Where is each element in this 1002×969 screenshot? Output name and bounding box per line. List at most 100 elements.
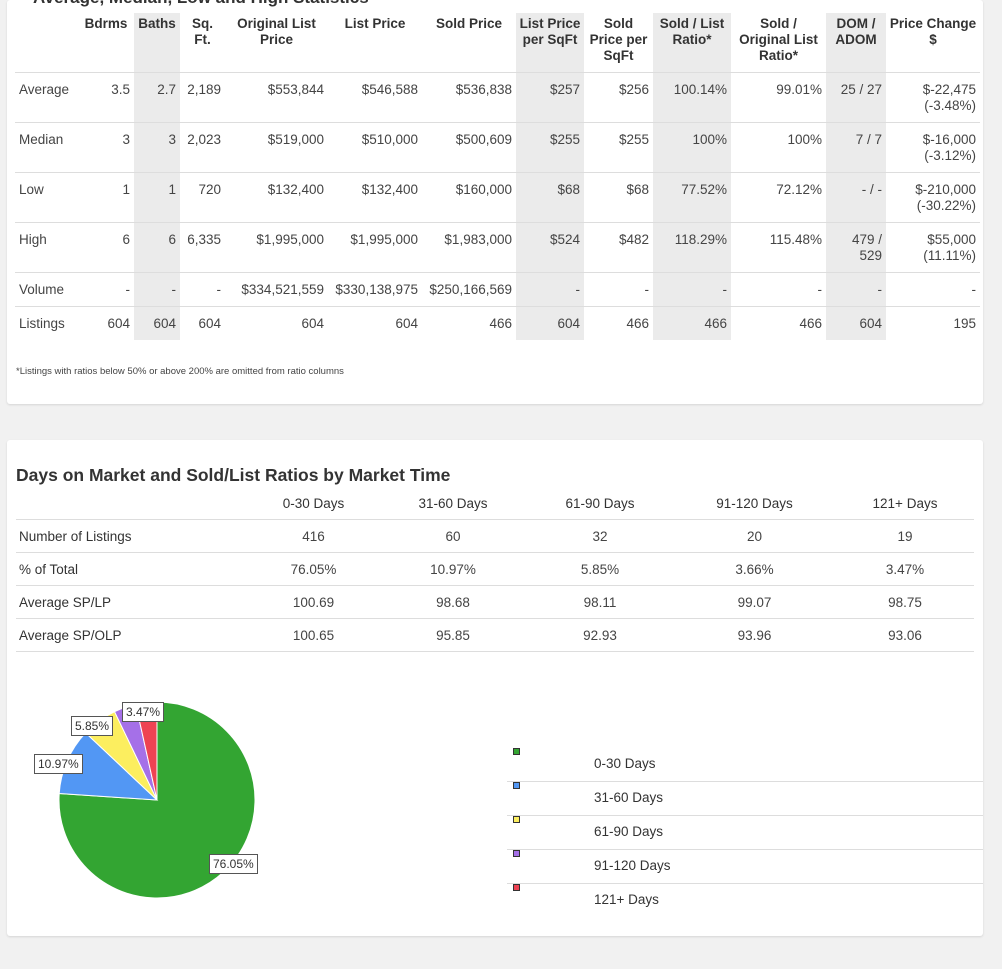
- dom-cell: 19: [836, 519, 974, 553]
- header-list-price-per-sqft: List Price per SqFt: [516, 13, 584, 73]
- statistics-cell: $500,609: [455, 132, 512, 147]
- statistics-cell: $255: [516, 122, 584, 173]
- dom-cell: 3.66%: [673, 552, 836, 586]
- statistics-cell: $55,000 (11.11%): [923, 232, 976, 263]
- dom-cell: 416: [248, 519, 379, 553]
- dom-row: % of Total 76.05% 10.97% 5.85% 3.66% 3.47%: [16, 552, 974, 586]
- statistics-row-label: Listings: [19, 316, 65, 331]
- statistics-cell: 466: [799, 316, 822, 331]
- statistics-cell: 479 / 529: [826, 222, 886, 273]
- statistics-cell: 604: [198, 316, 221, 331]
- legend-item: 61-90 Days: [507, 816, 983, 850]
- dom-cell: 10.97%: [379, 552, 527, 586]
- statistics-row: Median 3 3 2,023 $519,000 $510,000 $500,609 $25…: [15, 122, 980, 173]
- dom-row: Number of Listings 416 60 32 20 19: [16, 519, 974, 553]
- dom-cell: 20: [673, 519, 836, 553]
- legend-label: 0-30 Days: [594, 756, 656, 771]
- header-blank: [15, 13, 78, 73]
- dom-cell: 98.75: [836, 585, 974, 619]
- statistics-row-label: Low: [19, 182, 44, 197]
- dom-row-label: Average SP/LP: [16, 585, 248, 619]
- legend-swatch: [513, 884, 520, 891]
- pie-slice-label: 3.47%: [122, 702, 165, 722]
- statistics-row: Volume - - - $334,521,559 $330,138,975 $250,16…: [15, 272, 980, 307]
- statistics-cell: $-210,000 (-30.22%): [915, 182, 976, 213]
- header-sold-original-list-ratio: Sold / Original List Ratio*: [739, 16, 818, 63]
- dom-header-121-plus: 121+ Days: [872, 495, 938, 511]
- header-sold-price: Sold Price: [435, 16, 503, 31]
- dom-cell: 76.05%: [248, 552, 379, 586]
- statistics-cell: 25 / 27: [826, 72, 886, 123]
- dom-cell: 100.69: [248, 585, 379, 619]
- statistics-row: High 6 6 6,335 $1,995,000 $1,995,000 $1,983,00…: [15, 222, 980, 273]
- statistics-cell: - / -: [826, 172, 886, 223]
- dom-row-label: Average SP/OLP: [16, 618, 248, 652]
- dom-header-61-90: 61-90 Days: [565, 495, 635, 511]
- statistics-row-label: High: [19, 232, 47, 247]
- dom-header-0-30: 0-30 Days: [282, 495, 345, 511]
- legend-label: 31-60 Days: [594, 790, 664, 805]
- header-sold-price-per-sqft: Sold Price per SqFt: [589, 16, 648, 63]
- statistics-cell: 604: [107, 316, 130, 331]
- statistics-cell: $1,995,000: [350, 232, 418, 247]
- statistics-cell: 99.01%: [776, 82, 822, 97]
- pie-slice-label: 10.97%: [34, 754, 83, 774]
- statistics-cell: 6: [122, 232, 130, 247]
- statistics-cell: $1,983,000: [444, 232, 512, 247]
- statistics-cell: $482: [618, 232, 649, 247]
- statistics-cell: 72.12%: [776, 182, 822, 197]
- statistics-cell: $334,521,559: [241, 282, 324, 297]
- statistics-cell: 466: [489, 316, 512, 331]
- statistics-row: Low 1 1 720 $132,400 $132,400 $160,000 $68 $68 77…: [15, 172, 980, 223]
- dom-header-91-120: 91-120 Days: [716, 495, 793, 511]
- legend-label: 61-90 Days: [594, 824, 664, 839]
- statistics-cell: 604: [516, 306, 584, 340]
- statistics-cell: $250,166,569: [429, 282, 512, 297]
- statistics-cell: -: [216, 282, 222, 297]
- statistics-cell: 77.52%: [653, 172, 731, 223]
- legend-label: 121+ Days: [594, 892, 659, 907]
- statistics-cell: $160,000: [455, 182, 512, 197]
- statistics-cell: $553,844: [267, 82, 324, 97]
- legend-swatch: [513, 748, 520, 755]
- legend-item: 31-60 Days: [507, 782, 983, 816]
- legend-item: 0-30 Days: [507, 748, 983, 782]
- statistics-cell: 604: [826, 306, 886, 340]
- statistics-cell: 2,189: [187, 82, 221, 97]
- statistics-cell: -: [653, 272, 731, 307]
- statistics-cell: 1: [122, 182, 130, 197]
- header-dom-adom: DOM / ADOM: [826, 13, 886, 73]
- statistics-cell: 2,023: [187, 132, 221, 147]
- statistics-cell: 100%: [787, 132, 822, 147]
- statistics-card: Average, Median, Low and High Statistics…: [7, 0, 983, 404]
- dom-row: Average SP/LP 100.69 98.68 98.11 99.07 98.75: [16, 585, 974, 619]
- dom-cell: 3.47%: [836, 552, 974, 586]
- statistics-cell: 466: [626, 316, 649, 331]
- dom-header-31-60: 31-60 Days: [418, 495, 488, 511]
- header-sold-list-ratio: Sold / List Ratio*: [653, 13, 731, 73]
- dom-header-blank: [16, 495, 248, 520]
- statistics-section-title: Average, Median, Low and High Statistics: [33, 0, 369, 8]
- statistics-table: Bdrms Baths Sq. Ft. Original List Price …: [15, 13, 980, 340]
- header-sqft: Sq. Ft.: [191, 16, 213, 47]
- statistics-cell: 466: [653, 306, 731, 340]
- statistics-cell: 3: [122, 132, 130, 147]
- statistics-row-label: Median: [19, 132, 64, 147]
- header-list-price: List Price: [344, 16, 406, 31]
- legend-item: 91-120 Days: [507, 850, 983, 884]
- header-baths: Baths: [134, 13, 180, 73]
- dom-cell: 60: [379, 519, 527, 553]
- statistics-cell: $257: [516, 72, 584, 123]
- statistics-cell: 7 / 7: [826, 122, 886, 173]
- statistics-cell: -: [826, 272, 886, 307]
- statistics-cell: 604: [301, 316, 324, 331]
- statistics-cell: 720: [198, 182, 221, 197]
- statistics-cell: $68: [516, 172, 584, 223]
- dom-row: Average SP/OLP 100.65 95.85 92.93 93.96 93.06: [16, 618, 974, 652]
- legend-swatch: [513, 850, 520, 857]
- header-price-change: Price Change $: [889, 16, 977, 47]
- statistics-cell: -: [817, 282, 823, 297]
- statistics-cell: -: [971, 282, 977, 297]
- statistics-cell: $1,995,000: [256, 232, 324, 247]
- pie-slice-label: 76.05%: [209, 854, 258, 874]
